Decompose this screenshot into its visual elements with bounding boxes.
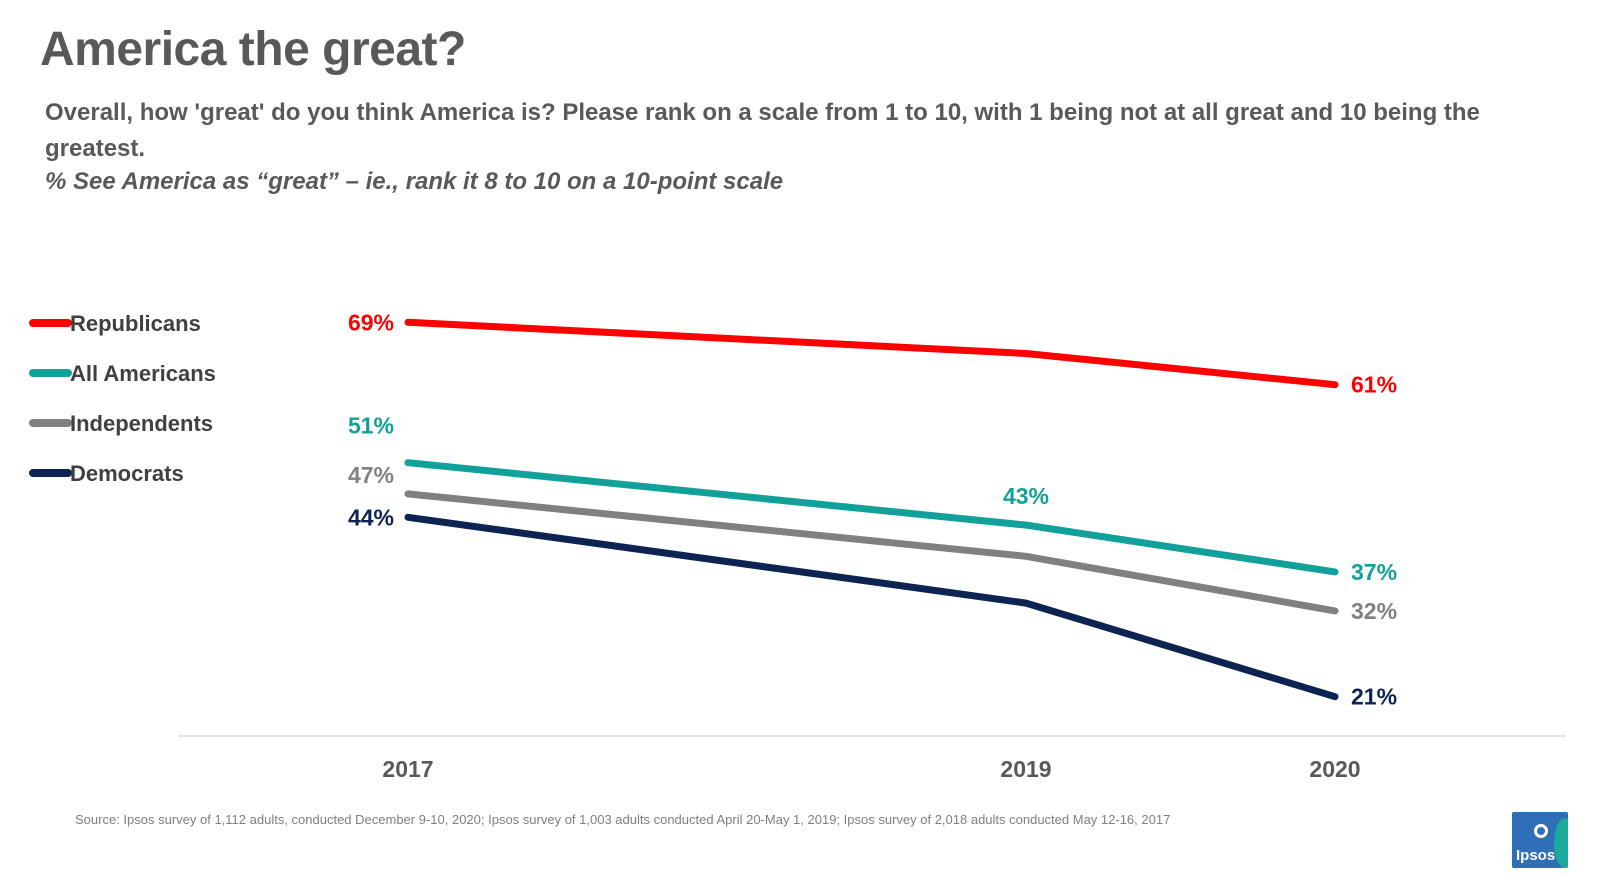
x-tick-label-2019: 2019 [1000, 756, 1051, 782]
chart-series [404, 318, 1339, 701]
page-title: America the great? [40, 23, 466, 76]
data-label-independents-2017: 47% [348, 462, 394, 488]
line-chart: Republicans All Americans Independents Demo… [29, 309, 1566, 782]
data-label-independents-2020: 32% [1351, 598, 1397, 624]
series-line-all-americans [404, 459, 1339, 576]
logo-figure-icon [1534, 824, 1548, 838]
series-line-independents [404, 490, 1339, 615]
x-tick-label-2017: 2017 [382, 756, 433, 782]
data-label-democrats-2020: 21% [1351, 684, 1397, 710]
series-line-republicans [404, 318, 1339, 389]
logo-text: Ipsos [1516, 847, 1556, 864]
chart-data-labels: 69% 61% 51% 43% 37% 47% 32% 44% 21% [348, 309, 1397, 709]
chart-legend: Republicans All Americans Independents Demo… [29, 311, 216, 486]
legend-label-democrats: Democrats [70, 461, 184, 486]
x-tick-label-2020: 2020 [1309, 756, 1360, 782]
logo-swoosh [1554, 818, 1568, 868]
legend-label-all-americans: All Americans [70, 361, 216, 386]
survey-subquestion: % See America as “great” – ie., rank it … [45, 168, 784, 195]
legend-label-republicans: Republicans [70, 311, 201, 336]
data-label-republicans-2017: 69% [348, 309, 394, 335]
survey-question: Overall, how 'great' do you think Americ… [45, 99, 1480, 162]
data-label-all-americans-2017: 51% [348, 413, 394, 439]
ipsos-logo: Ipsos [1512, 812, 1568, 868]
data-label-democrats-2017: 44% [348, 504, 394, 530]
data-label-all-americans-2020: 37% [1351, 559, 1397, 585]
legend-label-independents: Independents [70, 411, 213, 436]
data-label-republicans-2020: 61% [1351, 372, 1397, 398]
source-note: Source: Ipsos survey of 1,112 adults, co… [75, 812, 1171, 827]
series-line-democrats [404, 513, 1339, 701]
x-axis-ticks: 2017 2019 2020 [382, 756, 1360, 782]
data-label-all-americans-2019: 43% [1003, 483, 1049, 509]
